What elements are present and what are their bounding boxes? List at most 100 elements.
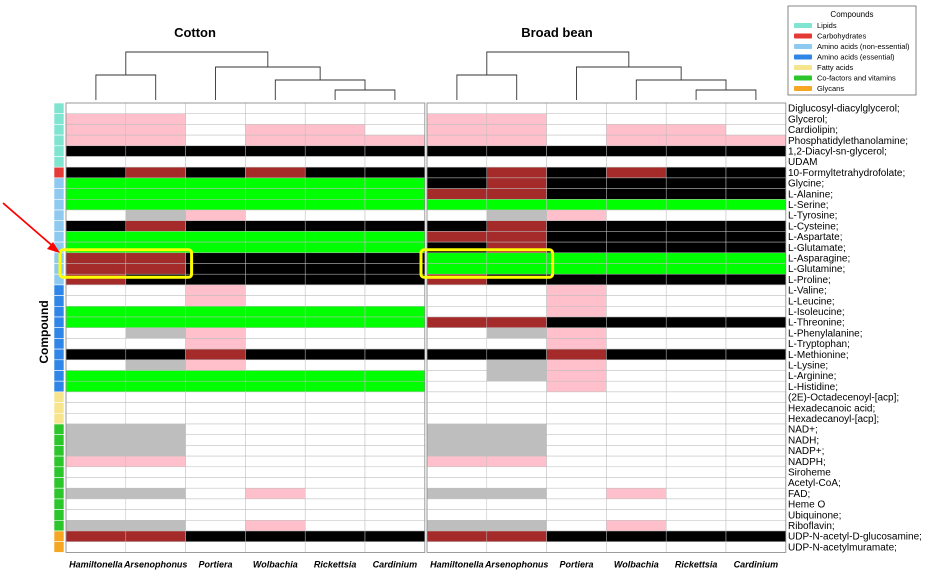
heatmap-cell	[725, 209, 787, 221]
heatmap-cell	[304, 209, 366, 221]
heatmap-cell	[725, 284, 787, 296]
heatmap-cell	[304, 520, 366, 532]
heatmap-cell	[185, 455, 246, 468]
heatmap-cell	[606, 434, 667, 446]
category-strip-cell	[53, 541, 65, 553]
heatmap-cell	[125, 252, 186, 264]
heatmap-cell	[606, 359, 667, 371]
dendrogram-link	[95, 74, 157, 100]
heatmap-cell	[65, 199, 127, 211]
heatmap-cell	[486, 348, 547, 361]
heatmap-cell	[185, 134, 246, 147]
heatmap-cell	[486, 530, 547, 542]
heatmap-cell	[245, 252, 306, 264]
heatmap-cell	[65, 477, 127, 489]
heatmap-cell	[486, 295, 547, 307]
heatmap-cell	[304, 327, 366, 339]
heatmap-cell	[606, 209, 667, 221]
heatmap-cell	[725, 316, 787, 328]
heatmap-cell	[185, 199, 246, 211]
heatmap-cell	[546, 466, 607, 478]
column-label: Wolbachia	[614, 559, 659, 569]
heatmap-cell	[364, 241, 426, 254]
heatmap-cell	[364, 445, 426, 457]
heatmap-cell	[304, 348, 366, 361]
heatmap-cell	[665, 134, 727, 147]
heatmap-cell	[185, 273, 246, 286]
heatmap-cell	[245, 220, 306, 232]
heatmap-cell	[665, 338, 727, 350]
heatmap-cell	[185, 370, 246, 382]
heatmap-cell	[665, 466, 727, 478]
heatmap-cell	[245, 338, 306, 350]
heatmap-cell	[185, 263, 246, 275]
heatmap-cell	[486, 316, 547, 328]
heatmap-cell	[426, 295, 488, 307]
heatmap-cell	[665, 252, 727, 264]
row-label: Ubiquinone;	[788, 510, 841, 521]
heatmap-cell	[364, 102, 426, 114]
row-label: 1,2-Diacyl-sn-glycerol;	[788, 147, 887, 158]
heatmap-cell	[304, 466, 366, 478]
heatmap-cell	[725, 263, 787, 275]
legend-swatch	[794, 33, 812, 39]
heatmap-cell	[245, 434, 306, 446]
heatmap-cell	[426, 541, 488, 553]
panel-title-broad-bean: Broad bean	[521, 25, 593, 40]
heatmap-cell	[665, 241, 727, 254]
heatmap-cell	[426, 124, 488, 136]
heatmap-cell	[185, 188, 246, 200]
heatmap-cell	[426, 370, 488, 382]
heatmap-cell	[665, 209, 727, 221]
heatmap-cell	[546, 263, 607, 275]
heatmap-cell	[364, 327, 426, 339]
heatmap-cell	[185, 316, 246, 328]
heatmap-cell	[606, 295, 667, 307]
heatmap-cell	[65, 134, 127, 147]
heatmap-cell	[304, 316, 366, 328]
row-label: Siroheme	[788, 468, 831, 479]
heatmap-cell	[304, 338, 366, 350]
heatmap-cell	[665, 166, 727, 179]
row-label: UDP-N-acetyl-D-glucosamine;	[788, 532, 922, 543]
heatmap-cell	[245, 102, 306, 114]
heatmap-cell	[486, 263, 547, 275]
heatmap-cell	[245, 380, 306, 393]
row-label: L-Valine;	[788, 286, 827, 297]
heatmap-cell	[486, 509, 547, 521]
heatmap-cell	[245, 145, 306, 157]
heatmap-cell	[606, 231, 667, 243]
heatmap-cell	[364, 338, 426, 350]
panel-border	[65, 102, 426, 553]
heatmap-cell	[725, 509, 787, 521]
category-strip-cell	[53, 402, 65, 414]
heatmap-cell	[125, 220, 186, 232]
heatmap-cell	[245, 113, 306, 125]
heatmap-cell	[606, 338, 667, 350]
panel-title-cotton: Cotton	[174, 25, 216, 40]
heatmap-cell	[65, 445, 127, 457]
heatmap-cell	[245, 199, 306, 211]
heatmap-cell	[364, 284, 426, 296]
heatmap-cell	[245, 423, 306, 435]
heatmap-cell	[665, 434, 727, 446]
heatmap-cell	[364, 380, 426, 393]
heatmap-cell	[364, 231, 426, 243]
heatmap-cell	[546, 498, 607, 510]
category-strip-cell	[53, 177, 65, 189]
legend-title: Compounds	[830, 10, 873, 19]
legend-item-label: Co-factors and vitamins	[817, 74, 896, 83]
heatmap-cell	[546, 134, 607, 147]
heatmap-cell	[304, 306, 366, 318]
dendrogram-link	[486, 51, 630, 75]
heatmap-cell	[606, 316, 667, 328]
heatmap-cell	[725, 145, 787, 157]
heatmap-cell	[65, 338, 127, 350]
heatmap-cell	[304, 241, 366, 254]
heatmap-cell	[65, 487, 127, 500]
row-label: L-Phenylalanine;	[788, 328, 863, 339]
heatmap-cell	[606, 306, 667, 318]
heatmap-cell	[426, 316, 488, 328]
heatmap-cell	[546, 156, 607, 168]
